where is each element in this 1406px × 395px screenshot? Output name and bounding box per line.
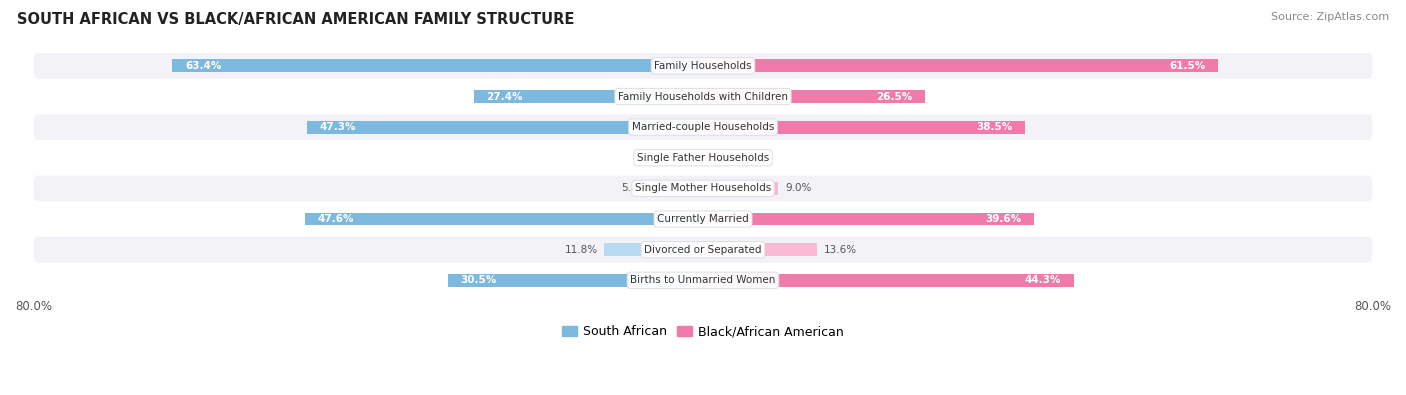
FancyBboxPatch shape [34,175,1372,201]
Text: 44.3%: 44.3% [1025,275,1062,285]
Text: 39.6%: 39.6% [986,214,1022,224]
Text: 30.5%: 30.5% [460,275,496,285]
Text: 47.3%: 47.3% [319,122,356,132]
Bar [474,90,703,103]
Text: 2.4%: 2.4% [730,153,756,163]
FancyBboxPatch shape [34,145,1372,171]
Text: SOUTH AFRICAN VS BLACK/AFRICAN AMERICAN FAMILY STRUCTURE: SOUTH AFRICAN VS BLACK/AFRICAN AMERICAN … [17,12,574,27]
Text: Births to Unmarried Women: Births to Unmarried Women [630,275,776,285]
Text: 9.0%: 9.0% [785,183,811,194]
Text: 38.5%: 38.5% [976,122,1012,132]
Bar [305,213,703,226]
Text: 2.1%: 2.1% [652,153,679,163]
Text: 63.4%: 63.4% [186,61,221,71]
FancyBboxPatch shape [34,53,1372,79]
FancyBboxPatch shape [34,114,1372,140]
Text: Currently Married: Currently Married [657,214,749,224]
Text: Divorced or Separated: Divorced or Separated [644,245,762,255]
Text: Family Households with Children: Family Households with Children [619,92,787,102]
Text: 61.5%: 61.5% [1168,61,1205,71]
Bar [703,90,925,103]
Text: 27.4%: 27.4% [486,92,523,102]
Bar [703,121,1025,134]
Text: Single Father Households: Single Father Households [637,153,769,163]
Legend: South African, Black/African American: South African, Black/African American [557,320,849,343]
Text: Single Mother Households: Single Mother Households [636,183,770,194]
Bar [703,243,817,256]
Text: 11.8%: 11.8% [564,245,598,255]
FancyBboxPatch shape [34,84,1372,109]
Bar [654,182,703,195]
Text: 13.6%: 13.6% [824,245,856,255]
Text: 47.6%: 47.6% [318,214,354,224]
Text: Family Households: Family Households [654,61,752,71]
Text: Source: ZipAtlas.com: Source: ZipAtlas.com [1271,12,1389,22]
Bar [703,213,1035,226]
Text: Married-couple Households: Married-couple Households [631,122,775,132]
Bar [703,182,779,195]
Bar [173,59,703,72]
Bar [447,274,703,287]
Bar [307,121,703,134]
FancyBboxPatch shape [34,267,1372,293]
FancyBboxPatch shape [34,237,1372,263]
Bar [605,243,703,256]
Text: 26.5%: 26.5% [876,92,912,102]
Text: 5.8%: 5.8% [621,183,648,194]
Bar [703,151,723,164]
Bar [703,59,1218,72]
Bar [686,151,703,164]
Bar [703,274,1074,287]
FancyBboxPatch shape [34,206,1372,232]
